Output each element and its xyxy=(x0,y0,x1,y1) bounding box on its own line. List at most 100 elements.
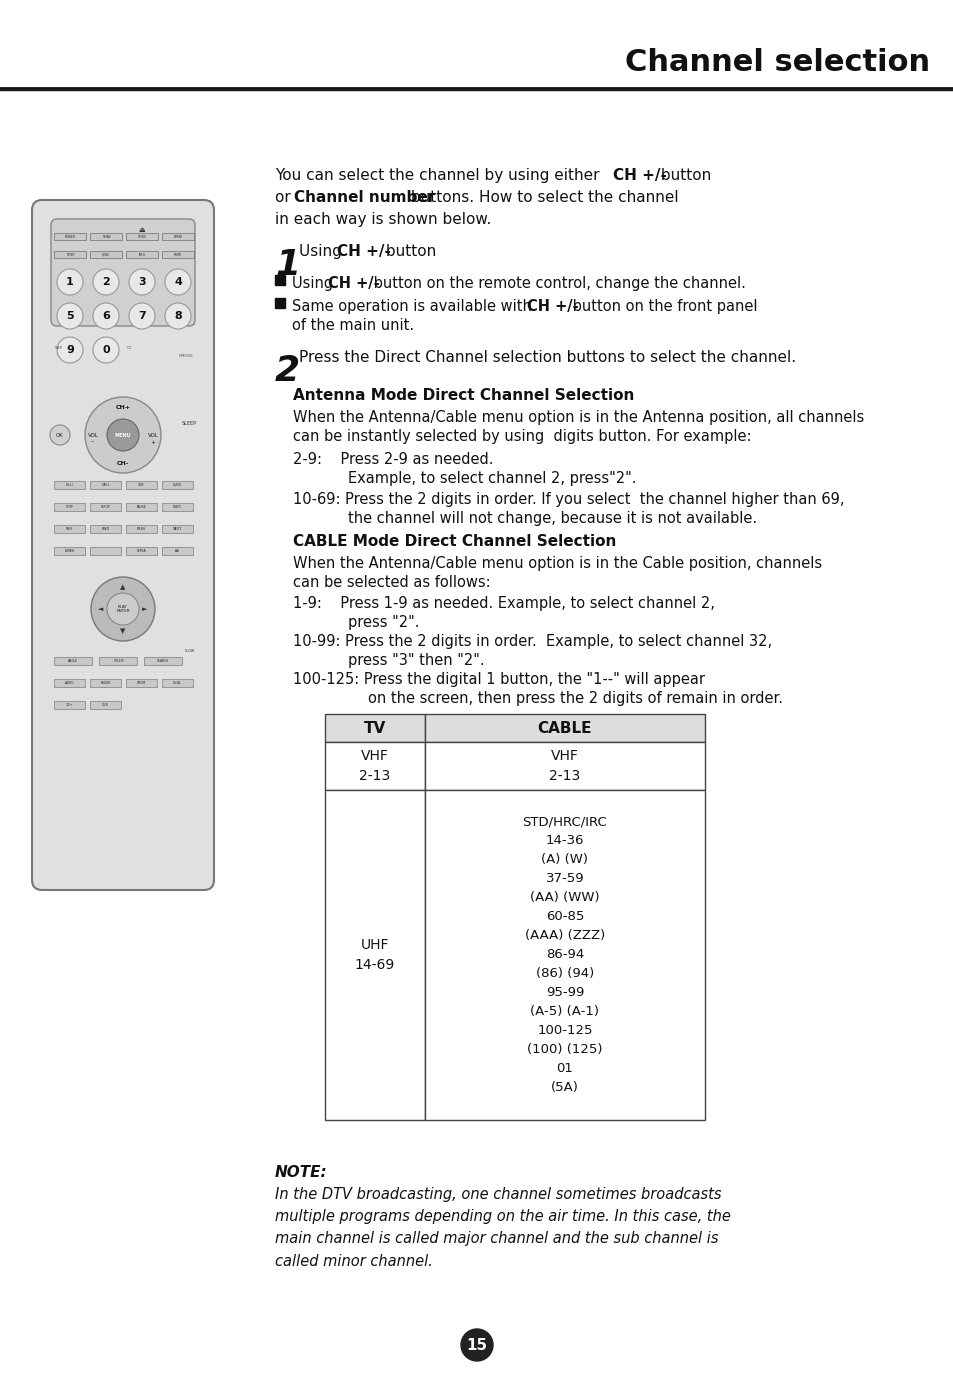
Circle shape xyxy=(107,592,139,626)
Bar xyxy=(274,275,285,284)
Text: FAV L: FAV L xyxy=(101,483,110,487)
Text: 9: 9 xyxy=(66,345,74,355)
Text: PAUSE: PAUSE xyxy=(136,505,146,510)
Text: button: button xyxy=(656,168,711,184)
Text: can be selected as follows:: can be selected as follows: xyxy=(293,574,490,590)
Circle shape xyxy=(57,302,83,329)
Bar xyxy=(90,481,121,489)
Circle shape xyxy=(50,425,70,445)
Bar xyxy=(126,251,158,258)
Bar xyxy=(54,251,86,258)
Circle shape xyxy=(57,337,83,363)
Text: CH +/-: CH +/- xyxy=(336,244,391,260)
Text: SUBTI: SUBTI xyxy=(172,505,182,510)
Text: 10-69: Press the 2 digits in order. If you select  the channel higher than 69,: 10-69: Press the 2 digits in order. If y… xyxy=(293,492,843,507)
Circle shape xyxy=(92,269,119,296)
Bar xyxy=(54,702,85,708)
Text: CH +/-: CH +/- xyxy=(613,168,666,184)
Text: GUIDE: GUIDE xyxy=(172,483,182,487)
Text: D.MEN: D.MEN xyxy=(65,550,74,552)
Text: 0: 0 xyxy=(102,345,110,355)
Text: MENU: MENU xyxy=(114,432,132,438)
Text: ZOOM: ZOOM xyxy=(137,681,146,685)
Text: CH+: CH+ xyxy=(115,405,131,410)
Text: Q.VIE: Q.VIE xyxy=(102,253,110,257)
Text: SLOW: SLOW xyxy=(185,649,195,653)
Text: 4: 4 xyxy=(173,278,182,287)
Text: 100-125: Press the digital 1 button, the "1--" will appear: 100-125: Press the digital 1 button, the… xyxy=(293,673,704,686)
Text: Channel number: Channel number xyxy=(294,191,435,204)
Text: in each way is shown below.: in each way is shown below. xyxy=(274,213,491,226)
Text: button on the remote control, change the channel.: button on the remote control, change the… xyxy=(369,276,745,291)
Bar xyxy=(54,679,85,686)
Text: +: + xyxy=(151,439,155,445)
Text: When the Antenna/Cable menu option is in the Antenna position, all channels: When the Antenna/Cable menu option is in… xyxy=(293,410,863,425)
Text: 1: 1 xyxy=(66,278,73,287)
Bar xyxy=(90,679,121,686)
Bar xyxy=(162,679,193,686)
Text: 1-9:    Press 1-9 as needed. Example, to select channel 2,: 1-9: Press 1-9 as needed. Example, to se… xyxy=(293,597,714,610)
Text: PLAY
ENTER: PLAY ENTER xyxy=(116,605,130,613)
Text: 1: 1 xyxy=(274,249,300,282)
Text: ◄: ◄ xyxy=(98,606,104,612)
Text: SAP: SAP xyxy=(55,347,63,349)
Text: can be instantly selected by using  digits button. For example:: can be instantly selected by using digit… xyxy=(293,429,751,445)
Bar xyxy=(325,790,424,1120)
Text: REPEA: REPEA xyxy=(136,550,146,552)
Bar xyxy=(90,503,121,511)
Text: PREV: PREV xyxy=(136,528,146,532)
Text: 10-99: Press the 2 digits in order.  Example, to select channel 32,: 10-99: Press the 2 digits in order. Exam… xyxy=(293,634,771,649)
Text: 3: 3 xyxy=(138,278,146,287)
Text: VHF
2-13: VHF 2-13 xyxy=(359,750,390,783)
Text: TV: TV xyxy=(363,721,386,736)
Text: 8: 8 xyxy=(174,311,182,320)
Text: 10+: 10+ xyxy=(66,703,73,707)
Text: VHF
2-13: VHF 2-13 xyxy=(549,750,580,783)
Text: Using: Using xyxy=(298,244,346,260)
Bar xyxy=(424,714,704,742)
Text: 6: 6 xyxy=(102,311,110,320)
Bar xyxy=(126,233,158,240)
Text: Antenna Mode Direct Channel Selection: Antenna Mode Direct Channel Selection xyxy=(293,388,634,403)
Text: or: or xyxy=(274,191,295,204)
Text: SLEEP: SLEEP xyxy=(181,420,196,425)
Bar xyxy=(325,714,424,742)
Text: of the main unit.: of the main unit. xyxy=(292,318,414,333)
Circle shape xyxy=(91,577,154,641)
Text: ▼: ▼ xyxy=(120,628,126,634)
Bar xyxy=(126,503,157,511)
Text: 2: 2 xyxy=(274,354,300,388)
Bar xyxy=(325,742,424,790)
Text: CLR: CLR xyxy=(102,703,109,707)
Circle shape xyxy=(165,269,191,296)
Text: ►: ► xyxy=(142,606,148,612)
Text: FWD: FWD xyxy=(101,528,110,532)
Bar xyxy=(162,547,193,555)
Bar xyxy=(90,233,122,240)
Text: AUDIO: AUDIO xyxy=(65,681,74,685)
Text: SETUP: SETUP xyxy=(101,505,111,510)
Bar xyxy=(126,679,157,686)
Text: CH +/-: CH +/- xyxy=(328,276,379,291)
Bar xyxy=(162,251,193,258)
Text: NEXT: NEXT xyxy=(172,528,182,532)
Text: button on the front panel: button on the front panel xyxy=(567,300,757,313)
Bar xyxy=(54,525,85,533)
Text: press "2".: press "2". xyxy=(348,615,419,630)
Text: the channel will not change, because it is not available.: the channel will not change, because it … xyxy=(348,511,757,526)
Bar xyxy=(54,233,86,240)
Text: A-B: A-B xyxy=(175,550,180,552)
Text: SIZE: SIZE xyxy=(138,483,145,487)
Circle shape xyxy=(460,1329,493,1362)
Bar xyxy=(126,547,157,555)
Bar xyxy=(424,790,704,1120)
Bar xyxy=(54,657,91,666)
Text: 15: 15 xyxy=(466,1338,487,1352)
Text: TV/DV: TV/DV xyxy=(137,235,147,239)
Text: CH +/-: CH +/- xyxy=(526,300,578,313)
Text: REV: REV xyxy=(66,528,73,532)
Text: CC: CC xyxy=(127,347,132,349)
Circle shape xyxy=(129,269,154,296)
Bar xyxy=(424,742,704,790)
Bar xyxy=(90,251,122,258)
